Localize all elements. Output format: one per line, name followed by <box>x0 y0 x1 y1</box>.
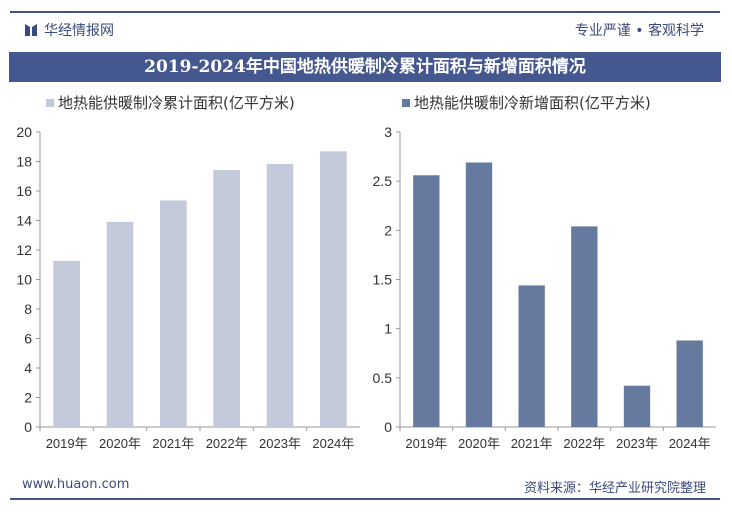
y-tick-label: 4 <box>24 360 32 376</box>
bar-2021年 <box>518 285 545 427</box>
y-tick-label: 2 <box>384 222 392 238</box>
y-tick-label: 6 <box>24 331 32 347</box>
legend-right: 地热能供暖制冷新增面积(亿平方米) <box>402 92 651 113</box>
y-tick-label: 3 <box>384 124 392 140</box>
x-tick-label: 2023年 <box>259 436 301 451</box>
top-divider <box>10 11 720 13</box>
y-tick-label: 2 <box>24 390 32 406</box>
y-tick-label: 2.5 <box>373 173 393 189</box>
y-tick-label: 1 <box>384 321 392 337</box>
legend-swatch <box>402 98 410 107</box>
brand-logo-icon <box>25 24 37 36</box>
y-tick-label: 20 <box>16 124 32 140</box>
legend-label: 地热能供暖制冷累计面积(亿平方米) <box>58 94 295 112</box>
brand-name: 华经情报网 <box>44 23 114 39</box>
legend-swatch <box>46 98 54 107</box>
y-tick-label: 0 <box>384 419 392 435</box>
bar-2019年 <box>413 175 440 427</box>
x-tick-label: 2022年 <box>563 436 605 451</box>
website: www.huaon.com <box>22 477 130 492</box>
y-tick-label: 8 <box>24 301 32 317</box>
bar-2024年 <box>676 340 703 427</box>
x-tick-label: 2020年 <box>99 436 141 451</box>
slogan: 专业严谨 • 客观科学 <box>574 23 704 39</box>
bar-2020年 <box>106 221 134 427</box>
x-tick-label: 2020年 <box>458 436 500 451</box>
x-tick-label: 2019年 <box>46 436 88 451</box>
bottom-divider <box>10 498 720 500</box>
x-tick-label: 2022年 <box>206 436 248 451</box>
x-tick-label: 2019年 <box>405 436 447 451</box>
bar-2024年 <box>320 151 347 427</box>
y-tick-label: 12 <box>16 242 32 258</box>
bar-2021年 <box>160 200 187 427</box>
y-tick-label: 14 <box>16 213 32 229</box>
source-note: 资料来源：华经产业研究院整理 <box>523 481 706 496</box>
x-tick-label: 2023年 <box>616 436 658 451</box>
legend-left: 地热能供暖制冷累计面积(亿平方米) <box>46 92 295 113</box>
chart-title: 2019-2024年中国地热供暖制冷累计面积与新增面积情况 <box>9 52 721 82</box>
y-tick-label: 16 <box>16 183 32 199</box>
y-tick-label: 0 <box>24 419 32 435</box>
bar-2022年 <box>213 170 240 427</box>
bar-2022年 <box>571 226 598 427</box>
y-tick-label: 0.5 <box>373 370 393 386</box>
x-tick-label: 2024年 <box>669 436 711 451</box>
y-tick-label: 1.5 <box>373 272 393 288</box>
bar-2019年 <box>53 260 80 427</box>
x-tick-label: 2021年 <box>511 436 553 451</box>
brand: 华经情报网 <box>24 20 114 40</box>
bar-2020年 <box>465 162 493 427</box>
bar-2023年 <box>623 385 651 427</box>
y-tick-label: 10 <box>16 272 32 288</box>
legend-label: 地热能供暖制冷新增面积(亿平方米) <box>414 94 651 112</box>
x-tick-label: 2024年 <box>312 436 354 451</box>
y-tick-label: 18 <box>16 154 32 170</box>
x-tick-label: 2021年 <box>152 436 194 451</box>
bar-2023年 <box>266 164 294 427</box>
